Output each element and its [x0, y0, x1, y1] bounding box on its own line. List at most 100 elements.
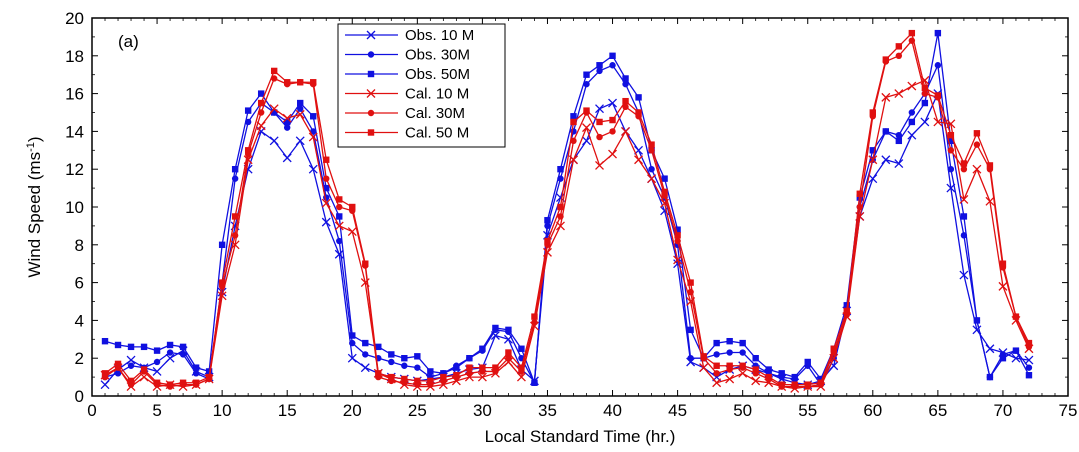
data-point — [257, 99, 265, 107]
data-point — [244, 107, 252, 114]
data-point — [244, 147, 252, 154]
data-point — [921, 99, 929, 107]
data-point — [622, 75, 629, 82]
data-point — [713, 370, 720, 377]
data-point — [505, 326, 512, 334]
data-point — [738, 368, 748, 378]
data-point — [1024, 355, 1034, 365]
data-point — [375, 343, 382, 351]
data-point — [165, 353, 175, 363]
data-point — [713, 362, 720, 369]
data-point — [817, 379, 824, 386]
data-point — [362, 339, 369, 347]
data-point — [453, 364, 460, 371]
data-point — [959, 194, 969, 204]
legend-label: Obs. 50M — [405, 66, 470, 83]
data-point — [595, 104, 604, 114]
data-point — [700, 353, 707, 360]
data-point — [960, 213, 968, 220]
x-tick-label: 35 — [538, 401, 557, 420]
legend-entry: Obs. 10 M — [345, 27, 474, 44]
data-point — [401, 375, 408, 383]
data-point — [908, 118, 916, 126]
legend-marker — [366, 89, 376, 98]
x-tick-label: 55 — [798, 401, 817, 420]
data-point — [985, 344, 995, 354]
data-point — [596, 118, 603, 126]
series-0 — [100, 89, 1034, 390]
data-point — [1012, 347, 1020, 354]
x-tick-label: 25 — [408, 401, 427, 420]
data-point — [596, 62, 603, 69]
data-point — [609, 52, 616, 59]
data-point — [321, 198, 331, 208]
data-point — [999, 355, 1007, 362]
data-point — [336, 203, 343, 211]
data-point — [921, 84, 929, 92]
data-point — [817, 375, 824, 383]
data-point — [986, 162, 994, 169]
data-point — [725, 374, 735, 384]
data-point — [479, 345, 486, 352]
legend-entry: Cal. 50 M — [345, 125, 469, 142]
data-point — [882, 56, 890, 63]
data-point — [440, 370, 447, 377]
legend-marker — [366, 30, 376, 40]
data-point — [622, 97, 629, 105]
data-point — [114, 360, 122, 368]
data-point — [126, 355, 136, 365]
data-point — [295, 109, 305, 119]
data-point — [895, 43, 903, 50]
data-point — [986, 373, 994, 381]
data-point — [414, 364, 421, 371]
data-point — [323, 184, 330, 192]
data-point — [959, 270, 969, 280]
data-point — [881, 155, 891, 165]
data-point — [518, 345, 525, 352]
data-point — [635, 109, 642, 116]
data-point — [231, 166, 239, 173]
data-point — [388, 373, 395, 381]
data-point — [661, 188, 668, 196]
data-point — [557, 213, 564, 220]
series-layer — [100, 29, 1034, 393]
data-point — [973, 317, 981, 324]
y-tick-label: 20 — [65, 9, 84, 28]
data-point — [360, 363, 370, 373]
data-point — [557, 166, 564, 173]
data-point — [583, 80, 590, 88]
data-point — [166, 341, 174, 349]
y-tick-label: 12 — [65, 160, 84, 179]
data-point — [648, 166, 655, 173]
data-point — [778, 381, 785, 388]
data-point — [218, 241, 226, 248]
y-tick-label: 2 — [75, 349, 84, 368]
data-point — [674, 232, 681, 239]
series-line — [104, 79, 1030, 390]
data-point — [868, 155, 878, 165]
x-tick-label: 20 — [343, 401, 362, 420]
y-axis-title: Wind Speed (ms-1) — [25, 136, 44, 277]
data-point — [856, 190, 863, 197]
data-point — [791, 373, 798, 381]
y-axis-title-superscript: -1 — [25, 142, 37, 152]
data-point — [596, 67, 603, 75]
data-point — [179, 351, 187, 358]
data-point — [427, 377, 434, 385]
data-point — [466, 355, 473, 362]
y-tick-label: 18 — [65, 47, 84, 66]
data-point — [960, 166, 968, 173]
data-point — [192, 370, 200, 377]
series-line — [104, 91, 1030, 386]
data-point — [231, 213, 239, 220]
data-point — [947, 131, 955, 139]
data-point — [582, 136, 591, 146]
data-point — [321, 217, 331, 227]
data-point — [804, 358, 811, 366]
data-point — [231, 232, 239, 239]
data-point — [972, 164, 982, 174]
data-point — [284, 124, 291, 131]
data-point — [308, 132, 318, 142]
data-point — [570, 118, 577, 126]
data-point — [868, 174, 878, 184]
